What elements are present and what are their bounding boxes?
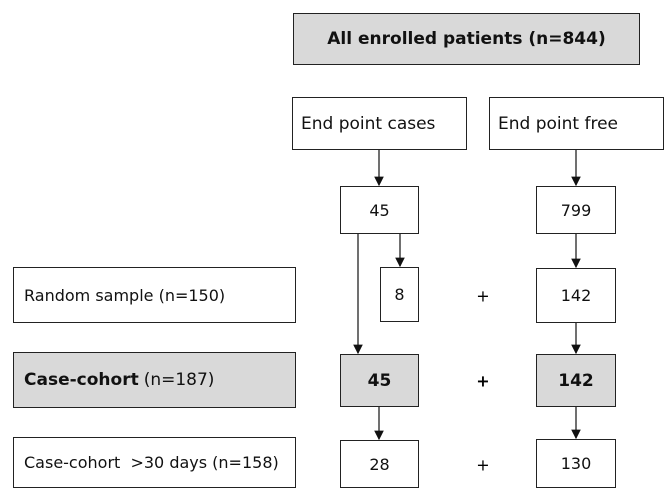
row-label-box: Case-cohort (n=187) — [13, 352, 296, 408]
plus: + — [476, 455, 490, 475]
count-box: 8 — [380, 267, 419, 322]
count: 142 — [558, 370, 594, 391]
count-box: 142 — [536, 354, 616, 407]
group-box: End point free — [489, 97, 664, 150]
count: 142 — [560, 286, 592, 305]
group-label: End point cases — [301, 113, 436, 134]
plus: + — [476, 371, 490, 391]
count-box: 142 — [536, 268, 616, 323]
count: 45 — [369, 200, 390, 220]
group-box: End point cases — [292, 97, 467, 150]
count: 8 — [394, 285, 405, 304]
count-box: 45 — [340, 354, 419, 407]
count-box: 28 — [340, 440, 419, 488]
count-box: 799 — [536, 186, 616, 234]
row-label-bold: Case-cohort — [24, 370, 139, 390]
count: 130 — [560, 454, 592, 473]
group-label: End point free — [498, 113, 618, 134]
count-box: 130 — [536, 439, 616, 488]
row-label: Case-cohort >30 days (n=158) — [24, 453, 279, 472]
count: 28 — [369, 454, 390, 474]
plus: + — [476, 286, 490, 306]
title-box: All enrolled patients (n=844) — [293, 13, 640, 65]
row-label: (n=187) — [143, 370, 215, 390]
count: 799 — [560, 200, 592, 220]
row-label-box: Random sample (n=150) — [13, 267, 296, 323]
row-label-box: Case-cohort >30 days (n=158) — [13, 437, 296, 488]
count: 45 — [367, 370, 392, 391]
count-box: 45 — [340, 186, 419, 234]
title: All enrolled patients (n=844) — [327, 29, 606, 49]
row-label: Random sample (n=150) — [24, 285, 226, 305]
